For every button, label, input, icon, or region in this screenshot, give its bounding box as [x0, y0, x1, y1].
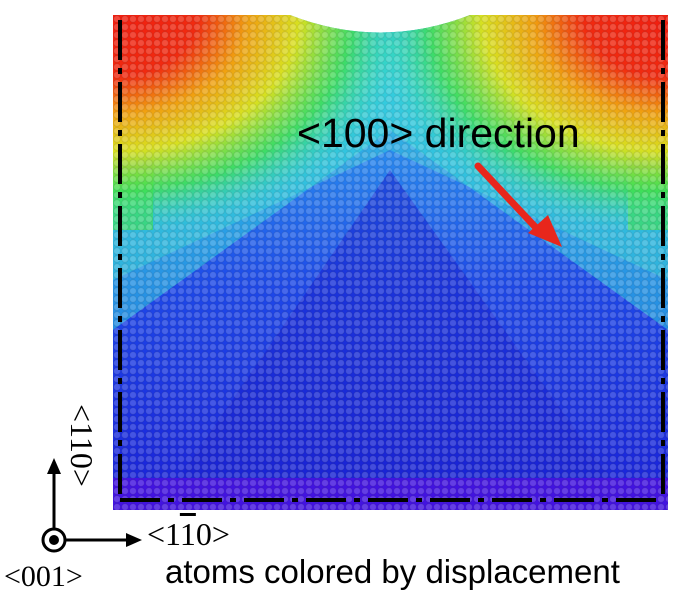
axis-triad: [41, 458, 142, 553]
atom-slab: [113, 15, 668, 510]
direction-label: <100> direction: [297, 110, 580, 156]
up-arrowhead-icon: [47, 458, 61, 474]
figure-caption: atoms colored by displacement: [165, 553, 620, 590]
axis-x-label: <110>: [147, 516, 230, 552]
right-arrowhead-icon: [126, 533, 142, 547]
axis-y-label: <110>: [64, 404, 100, 487]
direction-arrow: [474, 162, 562, 247]
axis-z-label: <001>: [4, 560, 83, 593]
